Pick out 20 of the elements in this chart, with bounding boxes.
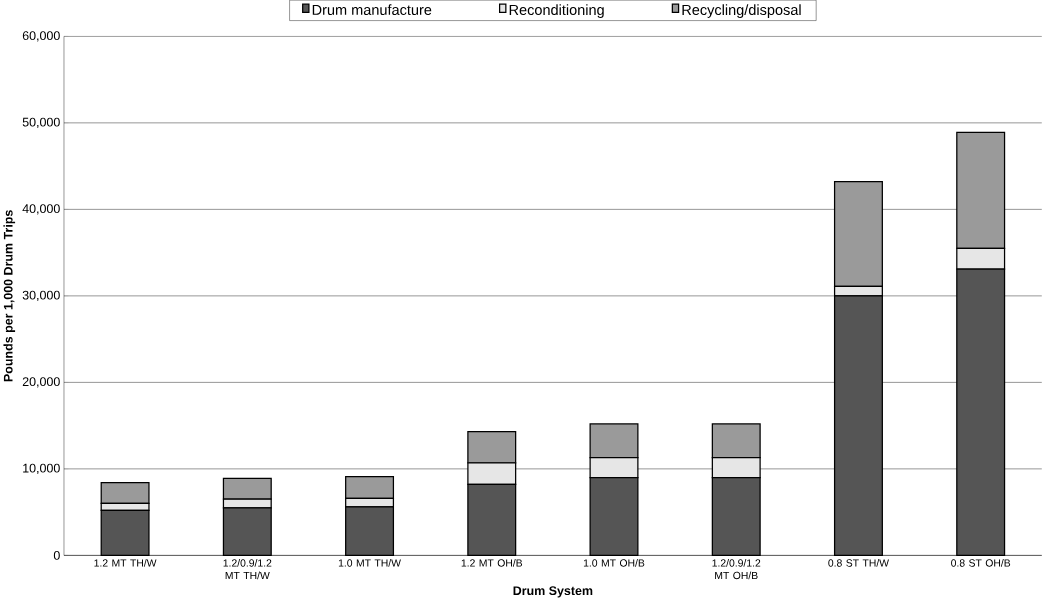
legend-label: Reconditioning xyxy=(509,4,604,18)
y-tick-label: 30,000 xyxy=(22,290,60,302)
legend-label: Recycling/disposal xyxy=(682,4,801,18)
y-tick-label: 60,000 xyxy=(22,31,60,42)
y-tick-label: 0 xyxy=(53,550,60,560)
x-tick-label: 1.0 MT OH/B xyxy=(583,559,645,567)
x-tick-label: 0.8 ST OH/B xyxy=(951,559,1011,567)
y-tick-label: 20,000 xyxy=(22,377,60,388)
x-tick-label: 1.2/0.9/1.2 MT TH/W xyxy=(223,559,272,580)
x-tick-label: 1.2/0.9/1.2 MT OH/B xyxy=(712,559,761,580)
legend-label: Drum manufacture xyxy=(312,4,432,16)
y-tick-label: 40,000 xyxy=(22,204,60,215)
y-tick-label: 10,000 xyxy=(23,463,60,475)
x-axis-title: Drum System xyxy=(513,586,593,598)
y-axis-title: Pounds per 1,000 Drum Trips xyxy=(3,210,16,382)
x-tick-label: 1.2 MT TH/W xyxy=(94,559,157,567)
x-tick-label: 1.2 MT OH/B xyxy=(461,559,523,567)
x-tick-label: 1.0 MT TH/W xyxy=(338,559,401,567)
x-tick-label: 0.8 ST TH/W xyxy=(828,559,889,567)
y-tick-label: 50,000 xyxy=(22,117,60,129)
